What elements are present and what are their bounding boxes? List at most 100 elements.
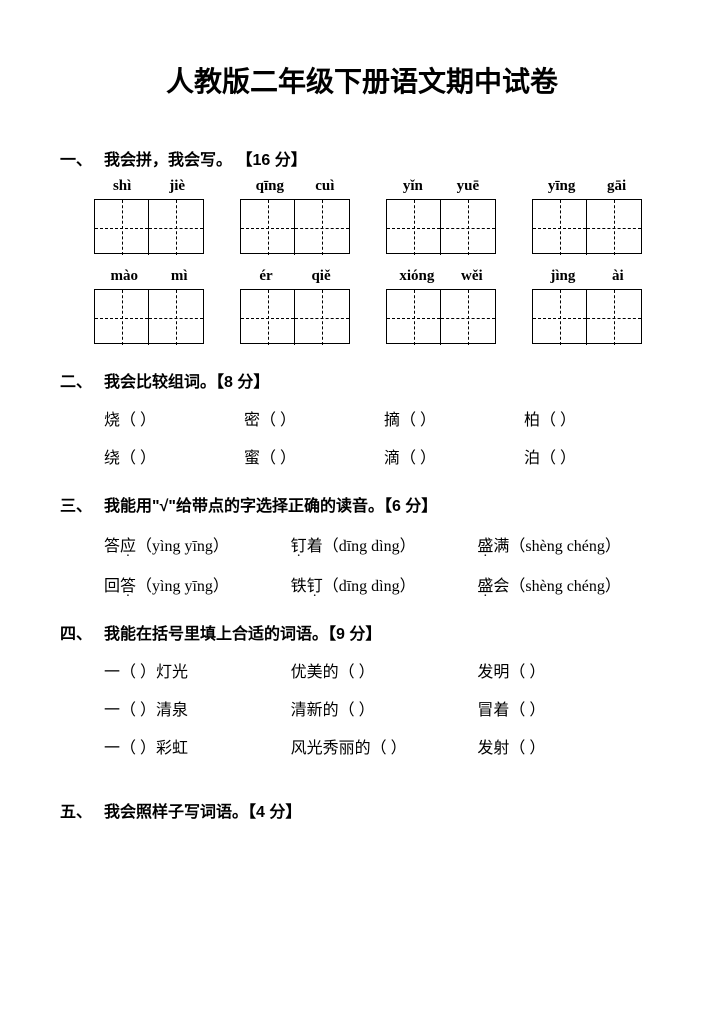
q2-item: 滴（ ） [384, 444, 524, 468]
char: 泊 [524, 450, 540, 467]
pre: 回 [104, 578, 120, 595]
section-1-title: 我会拼，我会写。 【16 分】 [104, 152, 307, 169]
pinyin: xióng [399, 268, 434, 285]
q4-item[interactable]: 清新的（ ） [291, 696, 478, 720]
pinyin-pair: ér qiě [240, 268, 350, 285]
pinyin: ér [259, 268, 272, 285]
char-box-pair[interactable] [532, 289, 642, 344]
dotted-char: 盛 [477, 538, 493, 555]
q2-row-2: 绕（ ） 蜜（ ） 滴（ ） 泊（ ） [104, 444, 664, 468]
char-box-pair[interactable] [386, 199, 496, 254]
section-2-head: 二、我会比较组词。【8 分】 [60, 368, 664, 392]
dotted-char: 答 [120, 578, 136, 595]
q2-row-1: 烧（ ） 密（ ） 摘（ ） 柏（ ） [104, 406, 664, 430]
q2-item: 柏（ ） [524, 406, 664, 430]
q4-item[interactable]: 一（ ）灯光 [104, 658, 291, 682]
pinyin: mào [110, 268, 138, 285]
q3-item: 盛满（shèng chéng） [477, 532, 664, 556]
q4-item[interactable]: 优美的（ ） [291, 658, 478, 682]
suf: 着 [307, 538, 323, 555]
char-box-pair[interactable] [532, 199, 642, 254]
pinyin: wěi [461, 268, 483, 285]
pinyin: yīng [548, 178, 576, 195]
dotted-char: 盛 [477, 578, 493, 595]
q2-item: 摘（ ） [384, 406, 524, 430]
q3-item: 盛会（shèng chéng） [477, 572, 664, 596]
pinyin-row-1: shìjiè qīngcuì yǐnyuē yīng gāi [94, 178, 664, 195]
q4-item[interactable]: 发射（ ） [477, 734, 664, 758]
pinyin: qiě [311, 268, 330, 285]
blank[interactable]: （ ） [400, 412, 436, 429]
q4-row-3: 一（ ）彩虹 风光秀丽的（ ） 发射（ ） [104, 734, 664, 758]
pinyin-pair: qīngcuì [240, 178, 350, 195]
q3-row-1: 答应（yìng yīng） 钉着（dīng dìng） 盛满（shèng ché… [104, 532, 664, 556]
blank[interactable]: （ ） [540, 450, 576, 467]
section-5-num: 五、 [60, 798, 104, 822]
q4-item[interactable]: 发明（ ） [477, 658, 664, 682]
dotted-char: 应 [120, 538, 136, 555]
char: 滴 [384, 450, 400, 467]
pinyin: qīng [256, 178, 284, 195]
char: 蜜 [244, 450, 260, 467]
section-2-title: 我会比较组词。【8 分】 [104, 374, 269, 391]
suf: 满 [493, 538, 509, 555]
section-4-head: 四、我能在括号里填上合适的词语。【9 分】 [60, 620, 664, 644]
char: 密 [244, 412, 260, 429]
pinyin: yǐn [403, 178, 423, 195]
pinyin-pair: jìng ài [532, 268, 642, 285]
pinyin: ài [612, 268, 624, 285]
char-box-pair[interactable] [94, 289, 204, 344]
pinyin: mì [171, 268, 188, 285]
section-5-title: 我会照样子写词语。【4 分】 [104, 804, 301, 821]
q2-item: 泊（ ） [524, 444, 664, 468]
pinyin-choice[interactable]: （shèng chéng） [509, 578, 621, 595]
q4-item[interactable]: 风光秀丽的（ ） [291, 734, 478, 758]
pinyin-choice[interactable]: （yìng yīng） [136, 578, 229, 595]
blank[interactable]: （ ） [120, 412, 156, 429]
pinyin-row-2: mào mì ér qiě xióng wěi jìng ài [94, 268, 664, 285]
pinyin-choice[interactable]: （dīng dìng） [323, 538, 416, 555]
blank[interactable]: （ ） [540, 412, 576, 429]
pinyin: shì [113, 178, 131, 195]
section-1-head: 一、我会拼，我会写。 【16 分】 [60, 146, 664, 170]
q4-row-2: 一（ ）清泉 清新的（ ） 冒着（ ） [104, 696, 664, 720]
pinyin-pair: xióng wěi [386, 268, 496, 285]
pinyin: gāi [607, 178, 626, 195]
pinyin-pair: yǐnyuē [386, 178, 496, 195]
suf: 会 [493, 578, 509, 595]
q2-item: 绕（ ） [104, 444, 244, 468]
q3-item: 回答（yìng yīng） [104, 572, 291, 596]
pinyin-choice[interactable]: （shèng chéng） [509, 538, 621, 555]
q4-item[interactable]: 一（ ）彩虹 [104, 734, 291, 758]
pre: 铁 [291, 578, 307, 595]
pre: 答 [104, 538, 120, 555]
box-row-2 [94, 289, 664, 344]
pinyin-pair: shìjiè [94, 178, 204, 195]
q4-item[interactable]: 一（ ）清泉 [104, 696, 291, 720]
pinyin-choice[interactable]: （yìng yīng） [136, 538, 229, 555]
q4-item[interactable]: 冒着（ ） [477, 696, 664, 720]
blank[interactable]: （ ） [260, 412, 296, 429]
section-3-head: 三、我能用"√"给带点的字选择正确的读音。【6 分】 [60, 492, 664, 516]
q3-item: 钉着（dīng dìng） [291, 532, 478, 556]
section-1-num: 一、 [60, 146, 104, 170]
char-box-pair[interactable] [386, 289, 496, 344]
char-box-pair[interactable] [240, 199, 350, 254]
pinyin: jìng [550, 268, 575, 285]
q2-item: 蜜（ ） [244, 444, 384, 468]
q3-item: 答应（yìng yīng） [104, 532, 291, 556]
blank[interactable]: （ ） [120, 450, 156, 467]
char-box-pair[interactable] [240, 289, 350, 344]
page-title: 人教版二年级下册语文期中试卷 [60, 60, 664, 100]
section-4-title: 我能在括号里填上合适的词语。【9 分】 [104, 626, 381, 643]
box-row-1 [94, 199, 664, 254]
section-3-title: 我能用"√"给带点的字选择正确的读音。【6 分】 [104, 498, 437, 515]
q4-row-1: 一（ ）灯光 优美的（ ） 发明（ ） [104, 658, 664, 682]
q2-item: 密（ ） [244, 406, 384, 430]
char: 绕 [104, 450, 120, 467]
blank[interactable]: （ ） [400, 450, 436, 467]
blank[interactable]: （ ） [260, 450, 296, 467]
section-5-head: 五、我会照样子写词语。【4 分】 [60, 798, 664, 822]
pinyin-choice[interactable]: （dīng dìng） [323, 578, 416, 595]
char-box-pair[interactable] [94, 199, 204, 254]
